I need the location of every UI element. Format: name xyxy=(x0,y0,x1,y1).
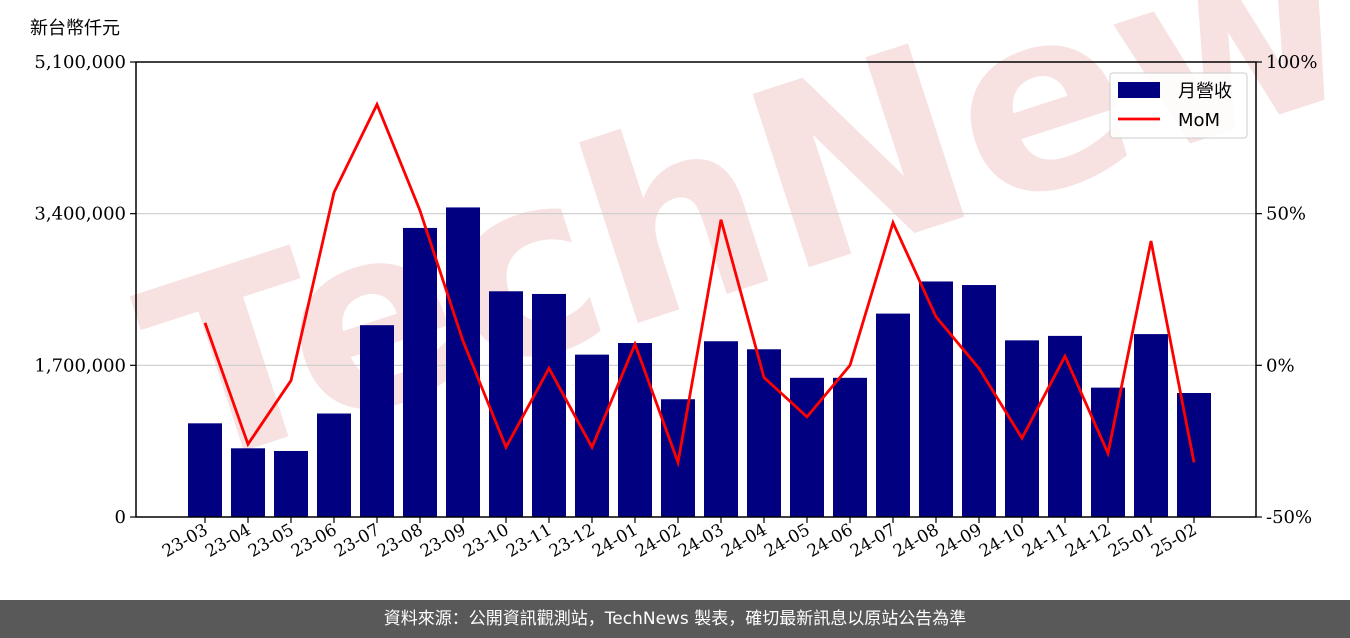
left-tick-label: 1,700,000 xyxy=(34,355,126,376)
x-tick-label: 23-11 xyxy=(503,520,555,562)
x-tick-label: 23-10 xyxy=(460,520,512,562)
x-tick-label: 25-02 xyxy=(1148,520,1200,562)
mom-line-series xyxy=(203,101,1196,468)
x-tick-label: 24-05 xyxy=(761,520,813,562)
revenue-bar xyxy=(446,207,480,517)
right-tick-label: -50% xyxy=(1266,507,1312,528)
x-tick-label: 24-03 xyxy=(675,520,727,562)
left-y-axis: 0 1,700,000 3,400,000 5,100,000 xyxy=(34,52,136,528)
revenue-bar xyxy=(532,293,566,517)
revenue-bar xyxy=(833,377,867,517)
revenue-bar xyxy=(962,285,996,517)
revenue-bar xyxy=(188,423,222,517)
left-tick-label: 0 xyxy=(115,507,126,528)
x-tick-label: 24-07 xyxy=(847,520,899,562)
revenue-bar xyxy=(1134,334,1168,517)
right-tick-label: 100% xyxy=(1266,52,1317,73)
left-tick-label: 5,100,000 xyxy=(34,52,126,73)
revenue-bar xyxy=(1005,340,1039,517)
revenue-bar xyxy=(231,448,265,517)
x-tick-label: 23-07 xyxy=(331,520,383,562)
right-y-axis: -50% 0% 50% 100% xyxy=(1256,52,1317,528)
x-tick-label: 24-09 xyxy=(933,520,985,562)
x-axis: 23-0323-0423-0523-0623-0723-0823-0923-10… xyxy=(159,517,1201,562)
x-tick-label: 24-12 xyxy=(1062,520,1114,562)
revenue-bar xyxy=(1048,335,1082,517)
revenue-bar xyxy=(575,354,609,517)
legend-label-mom: MoM xyxy=(1178,110,1220,131)
x-tick-label: 24-08 xyxy=(890,520,942,562)
x-tick-label: 24-11 xyxy=(1019,520,1071,562)
legend-bar-swatch xyxy=(1118,82,1160,98)
x-tick-label: 23-06 xyxy=(288,520,340,562)
plot-frame xyxy=(135,61,1257,518)
x-tick-label: 24-02 xyxy=(632,520,684,562)
revenue-bar xyxy=(790,377,824,517)
x-tick-label: 23-08 xyxy=(374,520,426,562)
y-axis-unit-label: 新台幣仟元 xyxy=(30,18,120,39)
revenue-bar xyxy=(403,227,437,518)
mom-line xyxy=(203,101,1196,468)
left-tick-label: 3,400,000 xyxy=(34,204,126,225)
revenue-bar xyxy=(360,325,394,517)
revenue-bar xyxy=(1177,392,1211,517)
x-tick-label: 23-12 xyxy=(546,520,598,562)
x-tick-label: 23-05 xyxy=(245,520,297,562)
revenue-bar xyxy=(704,341,738,517)
x-tick-label: 24-04 xyxy=(718,520,770,562)
revenue-bar xyxy=(919,281,953,517)
x-tick-label: 24-06 xyxy=(804,520,856,562)
revenue-bar xyxy=(317,413,351,517)
x-tick-label: 23-04 xyxy=(202,520,254,562)
x-tick-label: 23-03 xyxy=(159,520,211,562)
x-tick-label: 24-10 xyxy=(976,520,1028,562)
x-tick-label: 24-01 xyxy=(589,520,641,562)
legend: 月營收 MoM xyxy=(1109,72,1248,139)
x-tick-label: 23-09 xyxy=(417,520,469,562)
x-tick-label: 25-01 xyxy=(1105,520,1157,562)
revenue-bar xyxy=(274,450,308,517)
source-footer: 資料來源：公開資訊觀測站，TechNews 製表，確切最新訊息以原站公告為準 xyxy=(0,600,1350,638)
legend-label-revenue: 月營收 xyxy=(1178,81,1232,102)
right-tick-label: 50% xyxy=(1266,204,1306,225)
right-tick-label: 0% xyxy=(1266,355,1295,376)
revenue-bar xyxy=(489,291,523,517)
revenue-bar xyxy=(876,313,910,517)
